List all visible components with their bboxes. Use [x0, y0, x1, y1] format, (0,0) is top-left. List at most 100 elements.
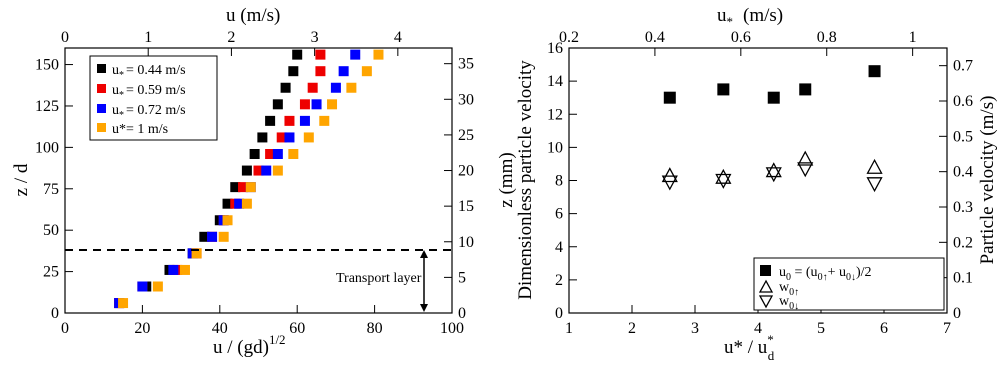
legend-label-044: u* = 0.44 m/s	[112, 63, 186, 81]
arrow-head-up	[420, 250, 428, 258]
right-point-square	[663, 91, 676, 104]
left-top-tick-label: 2	[227, 29, 235, 46]
left-point-series-3	[152, 281, 163, 292]
left-point-series-0	[249, 149, 260, 159]
left-point-series-0	[230, 182, 241, 193]
right-right-tick-label: 0.4	[953, 164, 973, 181]
right-secondary-y-axis-label: Particle velocity (m/s)	[977, 96, 998, 265]
left-point-series-0	[288, 66, 299, 77]
left-y-tick-label: 125	[35, 98, 59, 115]
legend-label-u0: u0 = (u0↑+ u0↓)/2	[779, 265, 872, 283]
left-point-series-3	[191, 248, 202, 259]
right-right-tick-label: 0	[953, 305, 961, 322]
left-right-tick-label: 10	[458, 234, 474, 251]
right-point-triangle-down	[661, 175, 678, 191]
right-y-tick-label: 16	[547, 40, 563, 57]
right-point-triangle-down	[866, 177, 883, 193]
left-y-tick-label: 50	[43, 222, 59, 239]
right-point-triangle-down	[715, 173, 732, 189]
left-point-series-2	[272, 149, 283, 159]
left-point-series-0	[265, 115, 276, 126]
right-y-axis-label: Dimensionless particle velocity	[515, 60, 536, 300]
left-point-series-3	[241, 198, 252, 209]
left-top-tick-label: 1	[144, 29, 152, 46]
right-point-triangle-up	[866, 158, 883, 174]
left-y-axis-label: z / d	[11, 163, 32, 196]
left-right-tick-label: 25	[458, 127, 474, 144]
legend-label-059: u* = 0.59 m/s	[112, 83, 186, 101]
right-x-tick-label: 6	[880, 320, 888, 337]
left-top-tick-label: 4	[394, 29, 402, 46]
left-x-tick-label: 100	[440, 320, 464, 337]
right-point-square	[799, 83, 812, 96]
right-top-axis-label: u* (m/s)	[717, 5, 783, 29]
right-x-tick-label: 7	[943, 320, 951, 337]
right-legend-box	[753, 257, 945, 311]
left-point-series-0	[241, 165, 252, 176]
left-point-series-2	[168, 264, 179, 275]
left-right-tick-label: 35	[458, 56, 474, 73]
left-point-series-1	[299, 99, 310, 110]
legend-label-w0-up: w0↑	[779, 280, 799, 298]
left-point-series-1	[315, 66, 326, 77]
right-point-square	[868, 65, 881, 78]
left-right-tick-label: 5	[458, 269, 466, 286]
left-y-tick-label: 75	[43, 181, 59, 198]
left-right-tick-label: 30	[458, 91, 474, 108]
left-point-series-2	[234, 198, 245, 209]
right-x-tick-label: 2	[628, 320, 636, 337]
left-point-series-1	[253, 165, 264, 176]
arrow-head-down	[420, 304, 428, 312]
right-top-tick-label: 0.4	[645, 29, 665, 46]
left-top-axis-label: u (m/s)	[226, 5, 280, 26]
left-point-series-2	[338, 66, 349, 77]
left-x-tick-label: 20	[134, 320, 150, 337]
right-legend: u0 = (u0↑+ u0↓)/2 w0↑ w0↓	[753, 257, 945, 312]
right-top-tick-label: 0.6	[731, 29, 751, 46]
left-x-tick-label: 80	[367, 320, 383, 337]
left-point-series-0	[222, 198, 233, 209]
left-point-series-1	[284, 115, 295, 126]
legend-marker-w0-up	[758, 279, 774, 293]
left-top-tick-label: 0	[61, 29, 69, 46]
left-point-series-3	[179, 264, 190, 275]
left-x-axis-label: u / (gd)1/2	[213, 332, 286, 358]
left-point-series-2	[299, 115, 310, 126]
legend-marker-w0-down	[758, 295, 774, 309]
legend-marker-u0	[760, 265, 771, 276]
legend-label-072: u* = 0.72 m/s	[112, 103, 186, 121]
legend-marker-1	[97, 123, 106, 132]
right-y-tick-label: 2	[555, 272, 563, 289]
right-y-tick-label: 10	[547, 139, 563, 156]
legend-label-1: u*= 1 m/s	[112, 122, 168, 137]
left-legend-box	[89, 55, 218, 141]
left-point-series-3	[327, 99, 338, 110]
right-top-tick-label: 1	[909, 29, 917, 46]
left-legend: u* = 0.44 m/s u* = 0.59 m/s u* = 0.72 m/s u…	[89, 55, 218, 141]
left-data-points	[114, 49, 384, 309]
right-right-tick-label: 0.1	[953, 270, 973, 287]
left-right-tick-label: 0	[458, 305, 466, 322]
left-y-tick-label: 25	[43, 264, 59, 281]
right-point-triangle-up	[715, 168, 732, 184]
right-right-tick-label: 0.7	[953, 58, 973, 75]
right-top-tick-label: 0.8	[817, 29, 837, 46]
right-point-triangle-up	[661, 167, 678, 183]
left-point-series-0	[199, 231, 210, 242]
right-point-triangle-up	[797, 150, 814, 166]
right-right-tick-label: 0.5	[953, 128, 973, 145]
left-x-tick-label: 60	[289, 320, 305, 337]
left-point-series-3	[288, 149, 299, 159]
right-y-tick-label: 14	[547, 73, 563, 90]
right-y-tick-label: 6	[555, 206, 563, 223]
left-point-series-2	[207, 231, 218, 242]
left-point-series-2	[311, 99, 322, 110]
right-y-tick-label: 8	[555, 173, 563, 190]
left-point-series-3	[222, 215, 233, 226]
left-point-series-1	[307, 82, 318, 93]
left-point-series-2	[284, 132, 295, 143]
